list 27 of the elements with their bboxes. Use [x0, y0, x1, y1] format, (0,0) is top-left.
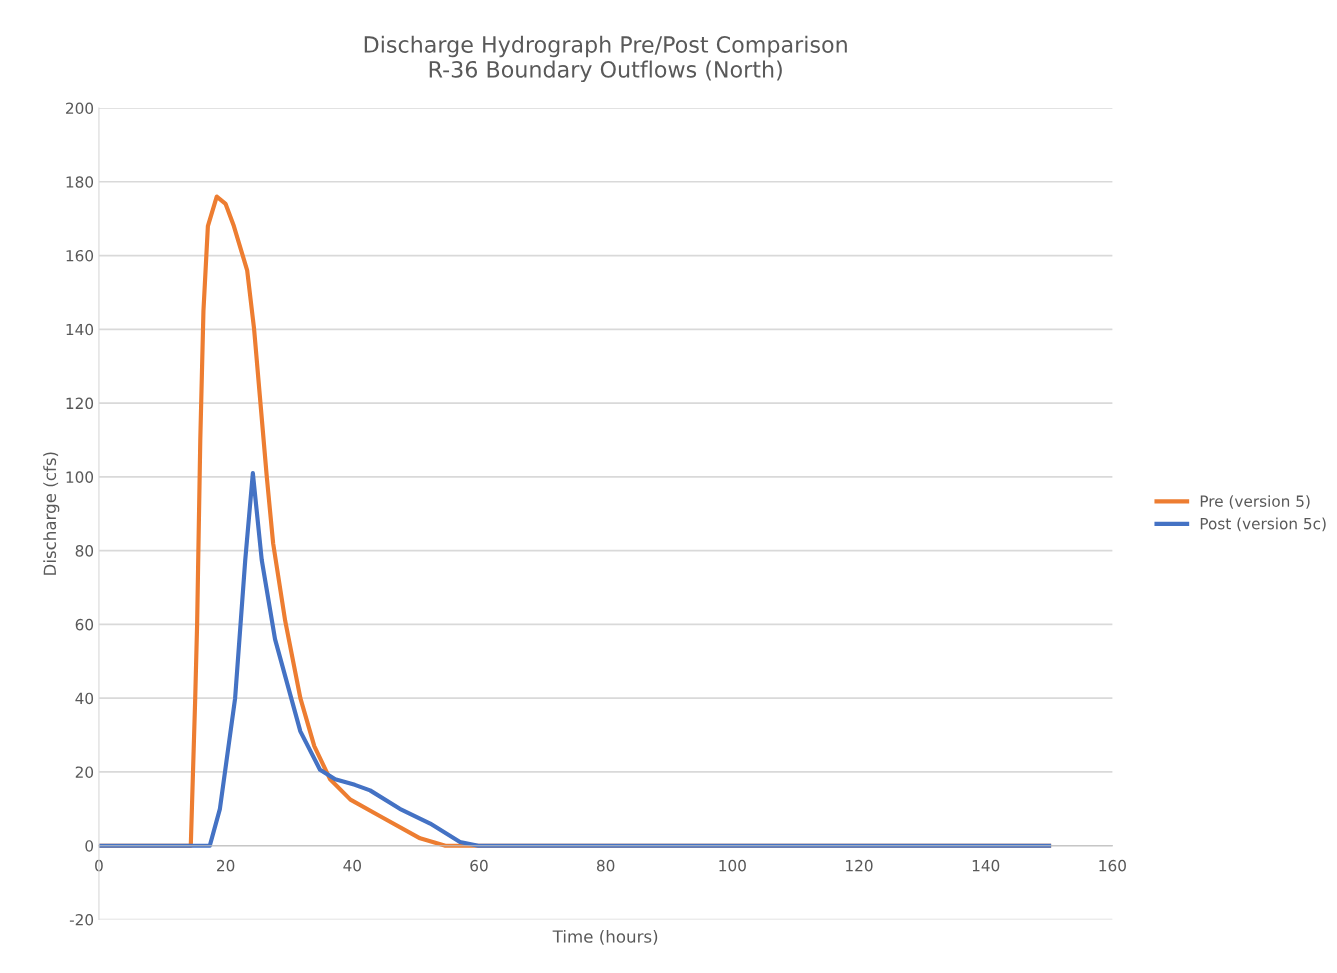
y-tick-label: -20: [69, 913, 94, 926]
x-tick-label: 80: [596, 859, 615, 872]
x-tick-label: 60: [470, 859, 488, 872]
chart-title: Discharge Hydrograph Pre/Post Comparison R-36 Boundary Outflows (North): [364, 35, 847, 83]
y-tick-label: 0: [85, 840, 94, 852]
legend-label: Pre (version 5): [1200, 495, 1310, 509]
y-tick-label: 140: [66, 323, 94, 336]
x-tick-label: 140: [972, 859, 1000, 872]
x-tick-label: 20: [217, 859, 235, 872]
x-tick-label: 40: [343, 859, 362, 872]
line-series: [98, 471, 1052, 848]
legend-label: Post (version 5c): [1200, 517, 1326, 532]
y-tick-label: 160: [66, 250, 94, 262]
y-tick-label: 180: [66, 176, 94, 188]
y-tick-label: 100: [66, 471, 94, 483]
y-tick-label: 40: [75, 692, 94, 705]
y-tick-label: 80: [75, 545, 94, 557]
x-tick-label: 120: [846, 859, 873, 872]
x-tick-label: 160: [1099, 859, 1126, 872]
x-axis-title: Time (hours): [552, 929, 658, 945]
x-tick-label: 0: [95, 859, 103, 872]
y-tick-label: 20: [75, 766, 94, 778]
y-axis-title: Discharge (cfs): [43, 452, 60, 575]
y-tick-label: 200: [66, 102, 94, 115]
x-tick-label: 100: [719, 859, 746, 872]
y-tick-label: 120: [66, 397, 94, 410]
y-tick-label: 60: [75, 618, 94, 631]
